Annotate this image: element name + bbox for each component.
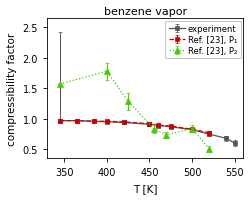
Y-axis label: compressibility factor: compressibility factor	[7, 33, 17, 145]
Title: benzene vapor: benzene vapor	[103, 7, 186, 17]
X-axis label: T [K]: T [K]	[132, 183, 157, 193]
Legend: experiment, Ref. [23], P₁, Ref. [23], P₂: experiment, Ref. [23], P₁, Ref. [23], P₂	[165, 22, 240, 59]
